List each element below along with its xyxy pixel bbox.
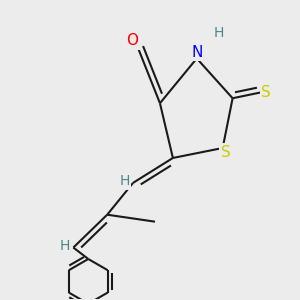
Text: O: O <box>126 33 138 48</box>
Text: S: S <box>261 85 271 100</box>
Text: N: N <box>191 45 202 60</box>
Text: H: H <box>214 26 224 40</box>
Text: H: H <box>59 239 70 253</box>
Text: S: S <box>221 145 230 160</box>
Text: H: H <box>119 174 130 188</box>
